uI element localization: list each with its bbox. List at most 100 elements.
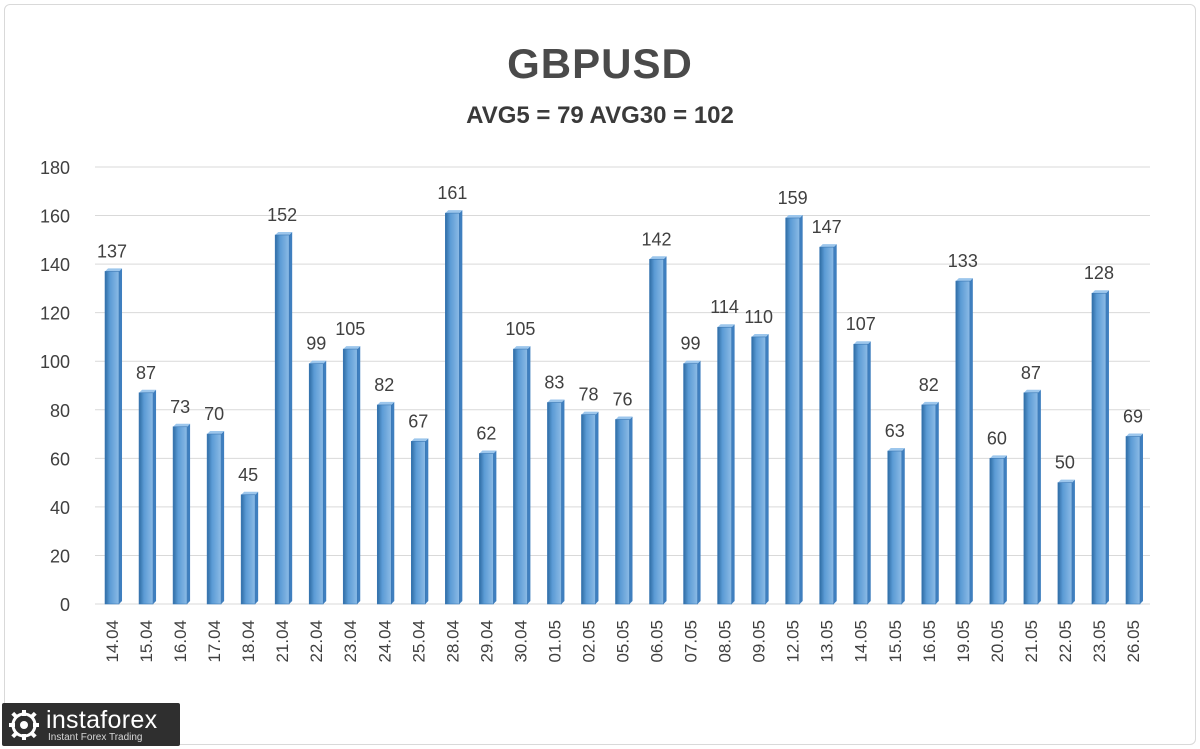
- x-tick-label: 14.05: [852, 620, 871, 663]
- bar-top: [547, 399, 565, 403]
- data-label: 60: [987, 428, 1007, 448]
- y-tick-label: 120: [40, 304, 70, 324]
- bar-top: [989, 455, 1007, 459]
- bar-top: [819, 244, 837, 248]
- chart-subtitle: AVG5 = 79 AVG30 = 102: [466, 102, 734, 129]
- data-label: 137: [97, 241, 127, 261]
- y-tick-label: 100: [40, 352, 70, 372]
- x-tick-label: 21.04: [273, 620, 292, 663]
- bar: [1125, 436, 1141, 605]
- x-tick-label: 16.05: [920, 620, 939, 663]
- x-tick-label: 01.05: [545, 620, 564, 663]
- bar-side: [119, 268, 123, 604]
- bar: [751, 336, 766, 605]
- gear-logo-icon: [9, 710, 39, 740]
- x-tick-label: 25.04: [409, 620, 428, 663]
- bar: [581, 414, 596, 605]
- bar-top: [479, 450, 497, 454]
- bar-top: [683, 360, 701, 364]
- data-label: 152: [267, 205, 297, 225]
- bar-side: [629, 416, 633, 604]
- x-tick-label: 06.05: [648, 620, 667, 663]
- x-tick-label: 15.05: [886, 620, 905, 663]
- data-label: 82: [919, 375, 939, 395]
- bar-side: [697, 360, 701, 604]
- bar-side: [867, 341, 871, 604]
- data-label: 69: [1123, 406, 1143, 426]
- x-tick-label: 14.04: [103, 620, 122, 663]
- x-tick-label: 23.05: [1090, 620, 1109, 663]
- data-label: 114: [710, 297, 739, 317]
- chart-frame: [4, 4, 1196, 745]
- y-tick-label: 180: [40, 158, 70, 178]
- y-tick-label: 160: [40, 207, 70, 227]
- bar-top: [173, 423, 191, 427]
- x-tick-label: 15.04: [137, 620, 156, 663]
- bar-top: [955, 278, 973, 282]
- bar: [376, 404, 392, 605]
- bar: [104, 271, 120, 605]
- bar-top: [377, 401, 395, 405]
- x-tick-label: 26.05: [1124, 620, 1143, 663]
- data-label: 147: [812, 217, 842, 237]
- x-tick-label: 17.04: [205, 620, 224, 663]
- bar-top: [139, 389, 157, 393]
- bar-top: [105, 268, 123, 272]
- chart-title: GBPUSD: [507, 40, 693, 87]
- x-tick-label: 22.04: [307, 620, 326, 663]
- bar-side: [935, 401, 939, 604]
- data-label: 83: [544, 372, 564, 392]
- x-tick-label: 24.04: [375, 620, 394, 663]
- bar-top: [615, 416, 633, 420]
- bar-side: [595, 411, 599, 604]
- bar-side: [765, 333, 769, 604]
- data-label: 105: [335, 319, 365, 339]
- bar-top: [1023, 389, 1041, 393]
- bar-side: [459, 210, 463, 604]
- bar-side: [663, 256, 667, 604]
- bar: [717, 326, 732, 605]
- bar-top: [1057, 479, 1075, 483]
- bar: [1023, 392, 1039, 605]
- data-label: 67: [408, 411, 428, 431]
- y-tick-label: 20: [50, 546, 70, 566]
- x-tick-label: 13.05: [818, 620, 837, 663]
- bar-side: [493, 450, 497, 604]
- bar: [887, 450, 903, 605]
- bar-top: [921, 401, 939, 405]
- instaforex-logo: instaforex Instant Forex Trading: [2, 703, 180, 746]
- data-label: 99: [306, 334, 326, 354]
- bar-top: [581, 411, 599, 415]
- data-label: 87: [1021, 363, 1041, 383]
- bar-top: [649, 256, 667, 260]
- y-tick-label: 140: [40, 255, 70, 275]
- bar-top: [241, 491, 259, 495]
- bar-side: [1071, 479, 1075, 604]
- bar: [955, 280, 971, 605]
- x-tick-label: 19.05: [954, 620, 973, 663]
- data-label: 107: [846, 314, 876, 334]
- bar: [819, 246, 834, 605]
- bar: [649, 258, 664, 605]
- x-tick-label: 05.05: [614, 620, 633, 663]
- bar-top: [207, 431, 225, 435]
- x-tick-label: 23.04: [341, 620, 360, 663]
- bar: [138, 392, 154, 605]
- bar-side: [1139, 433, 1143, 604]
- bar-side: [425, 438, 429, 604]
- bar: [308, 363, 324, 605]
- data-label: 99: [681, 334, 701, 354]
- x-tick-label: 29.04: [477, 620, 496, 663]
- x-tick-label: 16.04: [171, 620, 190, 663]
- bar: [411, 441, 426, 605]
- data-label: 159: [778, 188, 808, 208]
- bar-top: [1091, 290, 1109, 294]
- y-tick-label: 40: [50, 498, 70, 518]
- bar-side: [289, 231, 293, 604]
- x-tick-label: 09.05: [750, 620, 769, 663]
- bar-side: [969, 278, 973, 604]
- data-label: 110: [744, 307, 773, 327]
- x-tick-label: 30.04: [511, 620, 530, 663]
- x-tick-label: 28.04: [443, 620, 462, 663]
- x-tick-label: 18.04: [239, 620, 258, 663]
